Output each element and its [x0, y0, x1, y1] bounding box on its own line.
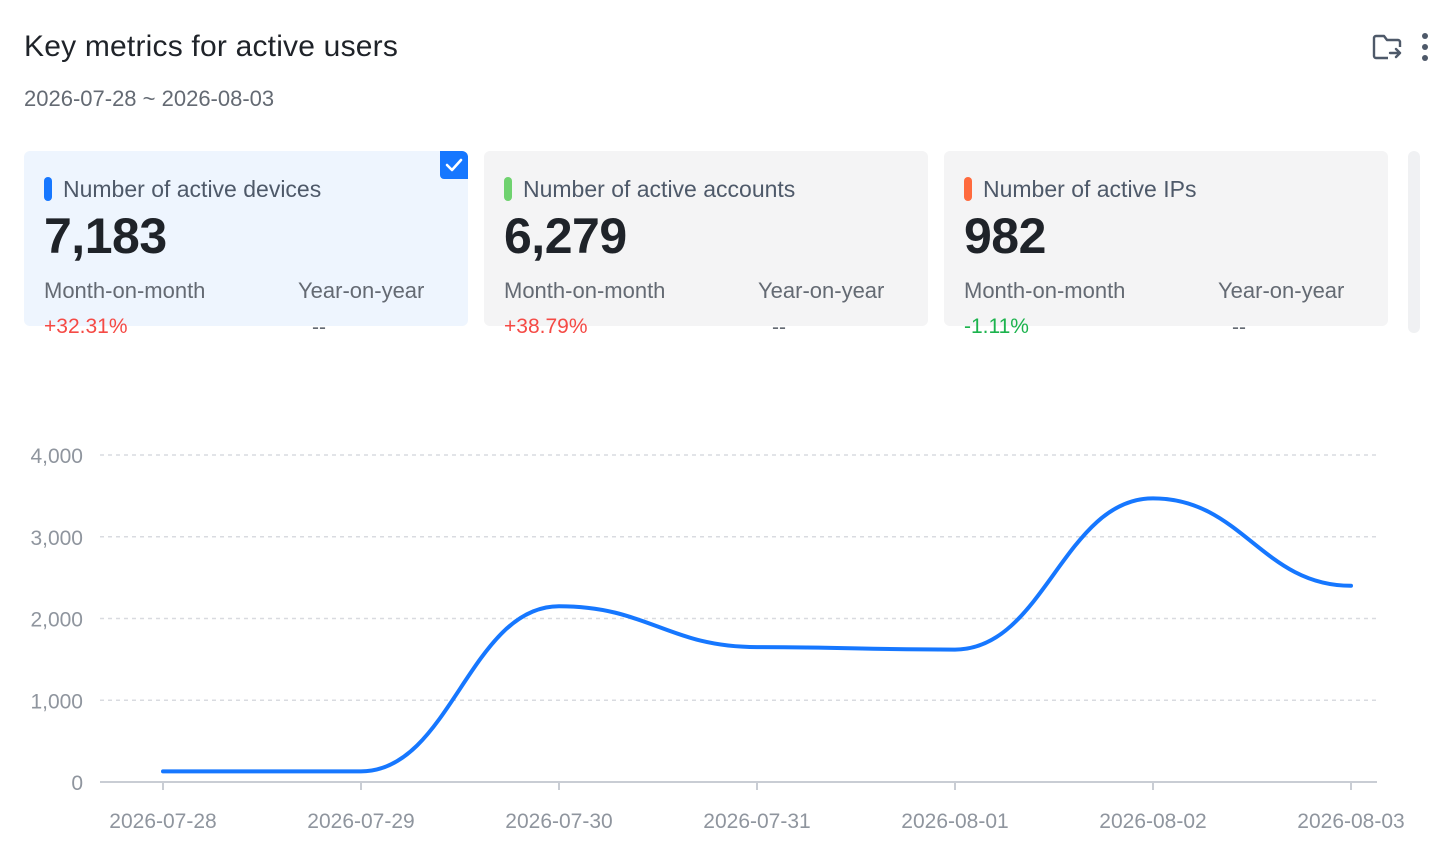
header-actions — [1370, 30, 1432, 64]
metric-value: 6,279 — [504, 208, 627, 264]
series-color-marker — [44, 177, 52, 201]
x-tick-label: 2026-07-31 — [703, 810, 810, 833]
x-tick-label: 2026-07-30 — [505, 810, 612, 833]
metric-card-active-accounts[interactable]: Number of active accounts 6,279 Month-on… — [484, 151, 928, 339]
yoy-label: Year-on-year — [298, 278, 425, 303]
mom-value: +38.79% — [504, 315, 588, 338]
more-vertical-icon[interactable] — [1418, 30, 1432, 64]
series-color-marker — [504, 177, 512, 201]
metric-label: Number of active IPs — [983, 176, 1197, 202]
next-card-peek[interactable] — [1408, 151, 1420, 333]
x-tick-label: 2026-08-03 — [1297, 810, 1404, 833]
yoy-label: Year-on-year — [758, 278, 885, 303]
metric-label: Number of active devices — [63, 176, 322, 202]
mom-label: Month-on-month — [504, 278, 666, 303]
y-tick-label: 2,000 — [30, 609, 83, 632]
metric-label: Number of active accounts — [523, 176, 796, 202]
chart-svg: 0 1,000 2,000 3,000 4,000 2026-07-28 2026-07-2… — [30, 445, 1404, 833]
line-chart: 0 1,000 2,000 3,000 4,000 2026-07-28 2026-07-2… — [0, 400, 1456, 866]
series-color-marker — [964, 177, 972, 201]
mom-value: +32.31% — [44, 315, 128, 338]
mom-label: Month-on-month — [44, 278, 206, 303]
metric-card-active-ips[interactable]: Number of active IPs 982 Month-on-month … — [944, 151, 1388, 339]
metric-cards: Number of active devices 7,183 Month-on-… — [24, 151, 1424, 351]
mom-value: -1.11% — [964, 315, 1029, 338]
date-range: 2026-07-28 ~ 2026-08-03 — [24, 86, 275, 111]
series-line — [161, 496, 1353, 774]
yoy-value: -- — [1232, 316, 1246, 339]
check-icon — [440, 151, 468, 179]
x-tick-label: 2026-07-28 — [109, 810, 216, 833]
metric-value: 982 — [964, 208, 1046, 264]
widget-title: Key metrics for active users — [24, 30, 399, 63]
yoy-value: -- — [772, 316, 786, 339]
widget-header: Key metrics for active users 2026-07-28 … — [24, 28, 1432, 118]
y-tick-label: 4,000 — [30, 445, 83, 468]
y-tick-label: 0 — [71, 772, 83, 795]
mom-label: Month-on-month — [964, 278, 1126, 303]
yoy-label: Year-on-year — [1218, 278, 1345, 303]
yoy-value: -- — [312, 316, 326, 339]
x-tick-label: 2026-07-29 — [307, 810, 414, 833]
metric-card-active-devices[interactable]: Number of active devices 7,183 Month-on-… — [24, 151, 468, 339]
y-tick-label: 3,000 — [30, 527, 83, 550]
x-tick-label: 2026-08-02 — [1099, 810, 1206, 833]
folder-export-icon[interactable] — [1370, 30, 1404, 64]
x-tick-label: 2026-08-01 — [901, 810, 1008, 833]
y-tick-label: 1,000 — [30, 690, 83, 713]
metric-value: 7,183 — [44, 208, 167, 264]
